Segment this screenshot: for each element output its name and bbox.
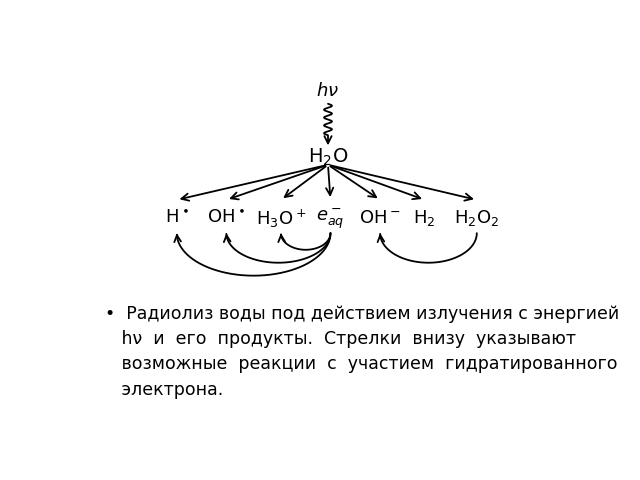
Text: H$_2$: H$_2$ — [413, 208, 436, 228]
Text: •  Радиолиз воды под действием излучения с энергией: • Радиолиз воды под действием излучения … — [105, 305, 619, 323]
Text: hν  и  его  продукты.  Стрелки  внизу  указывают: hν и его продукты. Стрелки внизу указыва… — [105, 330, 576, 348]
Text: H$^\bullet$: H$^\bullet$ — [164, 209, 189, 228]
Text: OH$^-$: OH$^-$ — [359, 209, 401, 228]
Text: электрона.: электрона. — [105, 381, 223, 398]
Text: H$_2$O: H$_2$O — [308, 147, 348, 168]
Text: H$_2$O$_2$: H$_2$O$_2$ — [454, 208, 499, 228]
Text: возможные  реакции  с  участием  гидратированного: возможные реакции с участием гидратирова… — [105, 356, 618, 373]
Text: h$\nu$: h$\nu$ — [317, 82, 339, 100]
Text: $e^-_{aq}$: $e^-_{aq}$ — [316, 206, 345, 230]
Text: H$_3$O$^+$: H$_3$O$^+$ — [256, 207, 306, 229]
Text: OH$^\bullet$: OH$^\bullet$ — [207, 209, 245, 228]
